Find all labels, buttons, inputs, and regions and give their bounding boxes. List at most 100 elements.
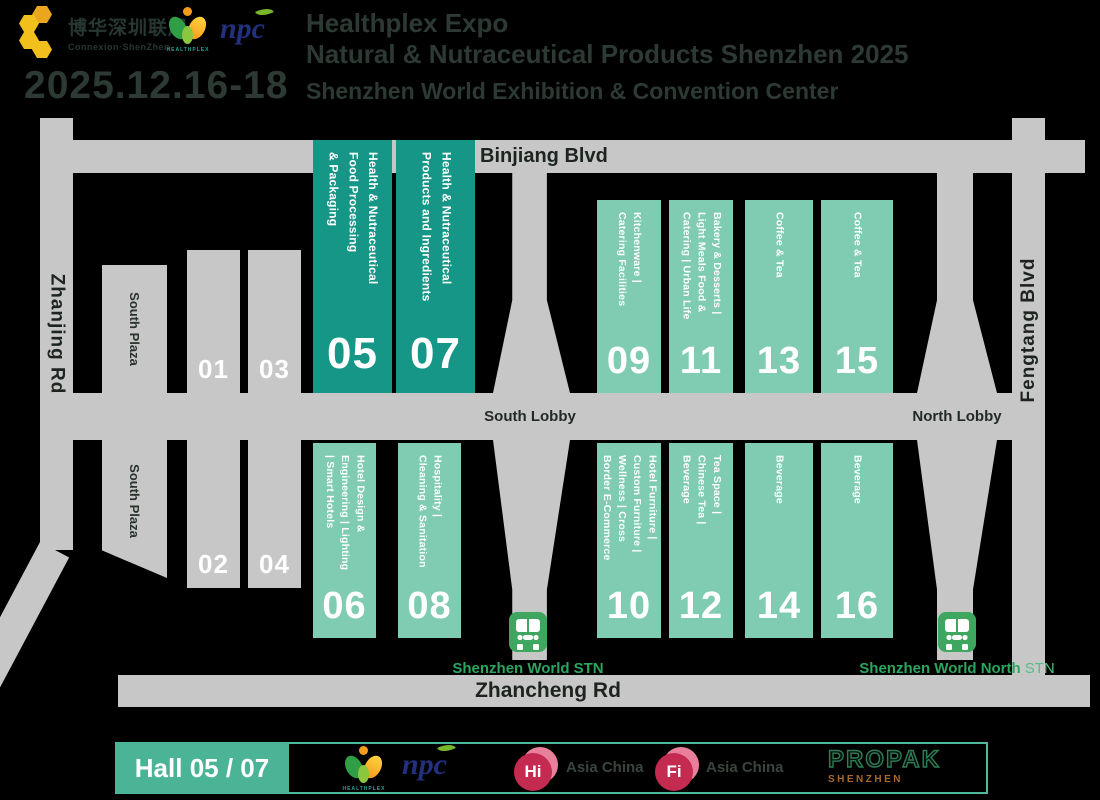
butterfly-body [182,26,193,44]
butterfly-body [358,765,369,783]
hall-07-number: 07 [410,329,461,378]
hall-09-number: 09 [606,340,652,382]
npc-logo-text: npc [220,12,265,45]
connexion-logo-cn-text: 博华深圳联展 [68,18,189,39]
road-zhanjing-rd: Zhanjing Rd [40,118,73,550]
north-lobby-corridor-upper [917,172,997,393]
hall-07-label: Health & Nutraceutical Products and Ingr… [419,152,454,302]
station-name: Shenzhen World [452,660,570,677]
hall-03-number: 03 [259,354,290,384]
north-lobby-label: North Lobby [912,408,1002,425]
hall-14: Beverage 14 [745,443,813,638]
south-plaza-label: South Plaza [127,463,142,538]
hall-08: Hospitality | Cleaning & Sanitation 08 [398,443,461,638]
fi-badge-label: Fi [666,762,682,781]
connexion-logo-en-text: Connexion·ShenZhen [68,42,170,52]
npc-logo: npc [402,740,456,782]
road-binjiang-blvd: Binjiang Blvd [40,140,1085,173]
road-label-zhancheng: Zhancheng Rd [475,679,621,702]
hall-badge: Hall 05 / 07 [115,742,289,794]
hall-04-number: 04 [259,549,290,579]
fi-badge-icon: Fi [655,747,699,791]
central-concourse: South Lobby North Lobby [73,393,1012,440]
south-lobby-corridor-upper [493,172,570,393]
hall-10-number: 10 [606,585,652,627]
hall-05-number: 05 [327,329,378,378]
road-zhanjing-diagonal [0,542,70,706]
bus-station-icon [509,612,547,652]
hall-16-label: Beverage [851,455,864,504]
hexagon-icon [19,15,39,32]
fi-asia-china-label: Asia China [706,759,784,776]
hall-15: Coffee & Tea 15 [821,200,893,393]
hall-15-number: 15 [834,340,880,382]
propak-logo-subtext: SHENZHEN [828,774,904,785]
hall-05: Health & Nutraceutical Food Processing &… [313,140,392,393]
propak-logo: PROPAK SHENZHEN [827,746,941,785]
road-fengtang-blvd: Fengtang Blvd [1012,118,1045,707]
title-line-1: Healthplex Expo [306,8,509,38]
hi-asia-china-label: Asia China [566,759,644,776]
hall-11-number: 11 [679,340,723,382]
connexion-logo: 博华深圳联展 Connexion·ShenZhen [18,6,218,60]
hi-badge-label: Hi [524,762,542,781]
hall-09: Kitchenware | Catering Facilities 09 [597,200,661,393]
npc-logo-text: npc [402,748,447,781]
butterfly-head [183,7,192,16]
hall-02: 02 [187,440,240,588]
hall-16-number: 16 [834,585,880,627]
hall-16: Beverage 16 [821,443,893,638]
hall-10: Hotel Furniture | Custom Furniture | Wel… [597,443,661,638]
road-label-binjiang: Binjiang Blvd [480,145,608,167]
road-zhancheng-rd: Zhancheng Rd [118,675,1090,707]
hall-03: 03 [248,250,301,393]
south-plaza-lower: South Plaza [102,440,167,578]
hall-04: 04 [248,440,301,588]
south-plaza-label: South Plaza [127,292,142,366]
hall-13-label: Coffee & Tea [773,212,786,278]
healthplex-caption: HEALTHPLEX [342,786,386,792]
hall-13: Coffee & Tea 13 [745,200,813,393]
bus-station-icon [938,612,976,652]
hall-08-label: Hospitality | Cleaning & Sanitation [416,455,444,568]
page-title: Healthplex Expo Natural & Nutraceutical … [306,8,909,105]
hall-07: Health & Nutraceutical Products and Ingr… [396,140,475,393]
event-date: 2025.12.16-18 [24,64,289,107]
hall-14-label: Beverage [773,455,786,504]
hall-15-label: Coffee & Tea [851,212,864,278]
hall-09-label: Kitchenware | Catering Facilities [616,212,644,307]
healthplex-logo-icon: HEALTHPLEX [165,6,210,54]
station-suffix: STN [573,660,604,677]
hall-11-label: Bakery & Desserts | Light Meals Food & C… [680,212,723,320]
hall-02-number: 02 [198,549,229,579]
badge-circle [655,753,693,791]
butterfly-head [359,746,368,755]
station-shenzhen-world-north: Shenzhen World North STN [847,612,1067,677]
hall-12-number: 12 [678,585,724,627]
hexagon-icon [32,41,52,58]
road-label-fengtang: Fengtang Blvd [1017,257,1039,403]
hexagon-icon [32,6,52,23]
hall-11: Bakery & Desserts | Light Meals Food & C… [669,200,733,393]
station-label: Shenzhen World North STN [847,660,1067,677]
station-name: Shenzhen World North [859,660,1021,677]
hi-badge-icon: Hi [514,747,558,791]
hall-13-number: 13 [756,340,802,382]
hall-12: Tea Space | Chinese Tea | Beverage 12 [669,443,733,638]
hall-10-label: Hotel Furniture | Custom Furniture | Wel… [600,455,659,561]
hall-06: Hotel Design & Engineering | Lighting | … [313,443,376,638]
badge-circle [514,753,552,791]
npc-logo: npc [220,4,274,46]
propak-logo-text: PROPAK [827,746,941,773]
south-plaza-upper: South Plaza [102,265,167,393]
station-shenzhen-world: Shenzhen World STN [418,612,638,677]
hall-08-number: 08 [407,585,452,627]
hall-14-number: 14 [756,585,802,627]
station-suffix: STN [1024,660,1055,677]
healthplex-logo-icon: HEALTHPLEX [341,745,386,793]
hall-01: 01 [187,250,240,393]
road-label-zhanjing: Zhanjing Rd [46,273,68,395]
hall-01-number: 01 [198,354,229,384]
title-line-3: Shenzhen World Exhibition & Convention C… [306,78,839,104]
